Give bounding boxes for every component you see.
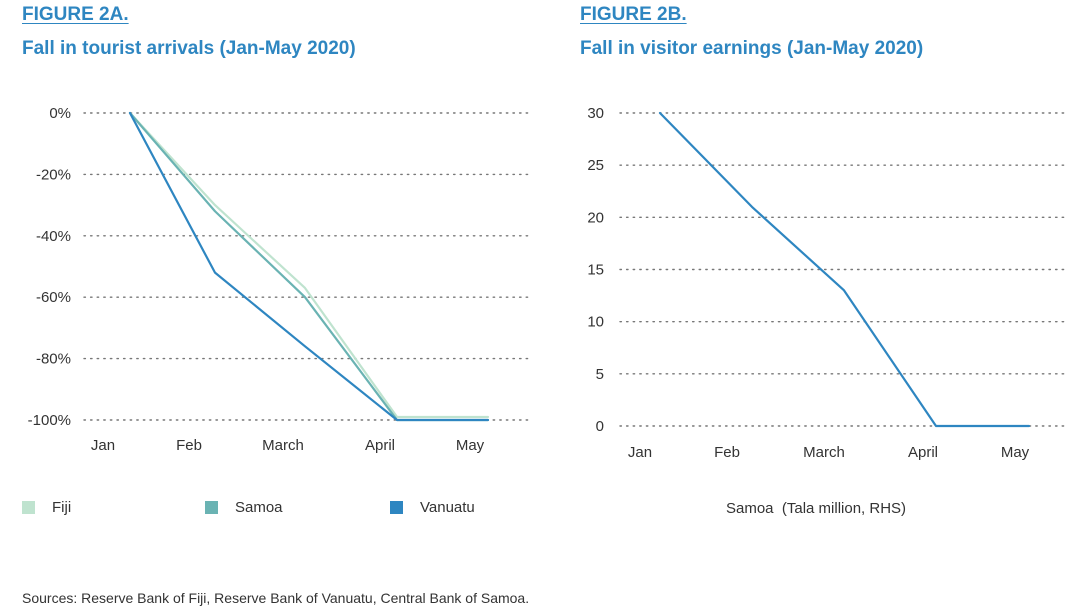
x-tick-label-feb: Feb: [176, 437, 202, 454]
x-tick-label-jan: Jan: [91, 437, 115, 454]
x-tick-label-may: May: [456, 437, 485, 454]
legend-label-samoa: Samoa: [235, 499, 283, 516]
y-tick-label-a-4: -80%: [36, 351, 71, 368]
y-tick-label-b-1: 25: [587, 157, 604, 174]
y-tick-label-a-3: -60%: [36, 289, 71, 306]
legend-item-fiji: Fiji: [22, 499, 71, 516]
x-tick-label-feb: Feb: [714, 444, 740, 461]
x-tick-label-april: April: [365, 437, 395, 454]
y-tick-label-a-2: -40%: [36, 228, 71, 245]
series-line-a-samoa: [128, 111, 490, 422]
y-tick-label-a-5: -100%: [28, 412, 71, 429]
y-tick-label-b-3: 15: [587, 262, 604, 279]
sources-note: Sources: Reserve Bank of Fiji, Reserve B…: [22, 590, 530, 606]
y-tick-label-a-1: -20%: [36, 166, 71, 183]
series-line-b-samoa: [658, 111, 1031, 428]
legend-swatch-fiji: [22, 501, 35, 514]
figure-2b-label: FIGURE 2B.: [580, 4, 687, 25]
y-tick-label-a-0: 0%: [49, 105, 71, 122]
y-tick-label-b-6: 0: [596, 418, 604, 435]
y-tick-label-b-2: 20: [587, 209, 604, 226]
legend-label-fiji: Fiji: [52, 499, 72, 516]
legend-label-vanuatu: Vanuatu: [420, 499, 475, 516]
figure-2a-title: Fall in tourist arrivals (Jan-May 2020): [22, 38, 356, 59]
series-line-a-fiji: [128, 111, 490, 419]
x-tick-label-april: April: [908, 444, 938, 461]
legend-swatch-vanuatu: [390, 501, 403, 514]
figure-2b-title: Fall in visitor earnings (Jan-May 2020): [580, 38, 924, 59]
chart-visitor-earnings: 30 25 20 15 10 5 0 Jan Feb March April May: [587, 105, 1066, 461]
legend-2a: Fiji Samoa Vanuatu: [22, 499, 542, 521]
y-tick-label-b-4: 10: [587, 314, 604, 331]
figure-2b-caption: Samoa (Tala million, RHS): [726, 500, 907, 517]
x-tick-label-jan: Jan: [628, 444, 652, 461]
legend-item-vanuatu: Vanuatu: [390, 499, 475, 516]
x-tick-label-march: March: [803, 444, 845, 461]
figure-2a-label: FIGURE 2A.: [22, 4, 129, 25]
y-tick-label-b-5: 5: [596, 366, 604, 383]
x-tick-label-march: March: [262, 437, 304, 454]
x-tick-label-may: May: [1001, 444, 1030, 461]
y-tick-label-b-0: 30: [587, 105, 604, 122]
legend-swatch-samoa: [205, 501, 218, 514]
legend-item-samoa: Samoa: [205, 499, 283, 516]
chart-tourist-arrivals: 0% -20% -40% -60% -80% -100% Jan Feb March April M…: [28, 105, 529, 454]
series-line-a-vanuatu: [128, 111, 490, 422]
